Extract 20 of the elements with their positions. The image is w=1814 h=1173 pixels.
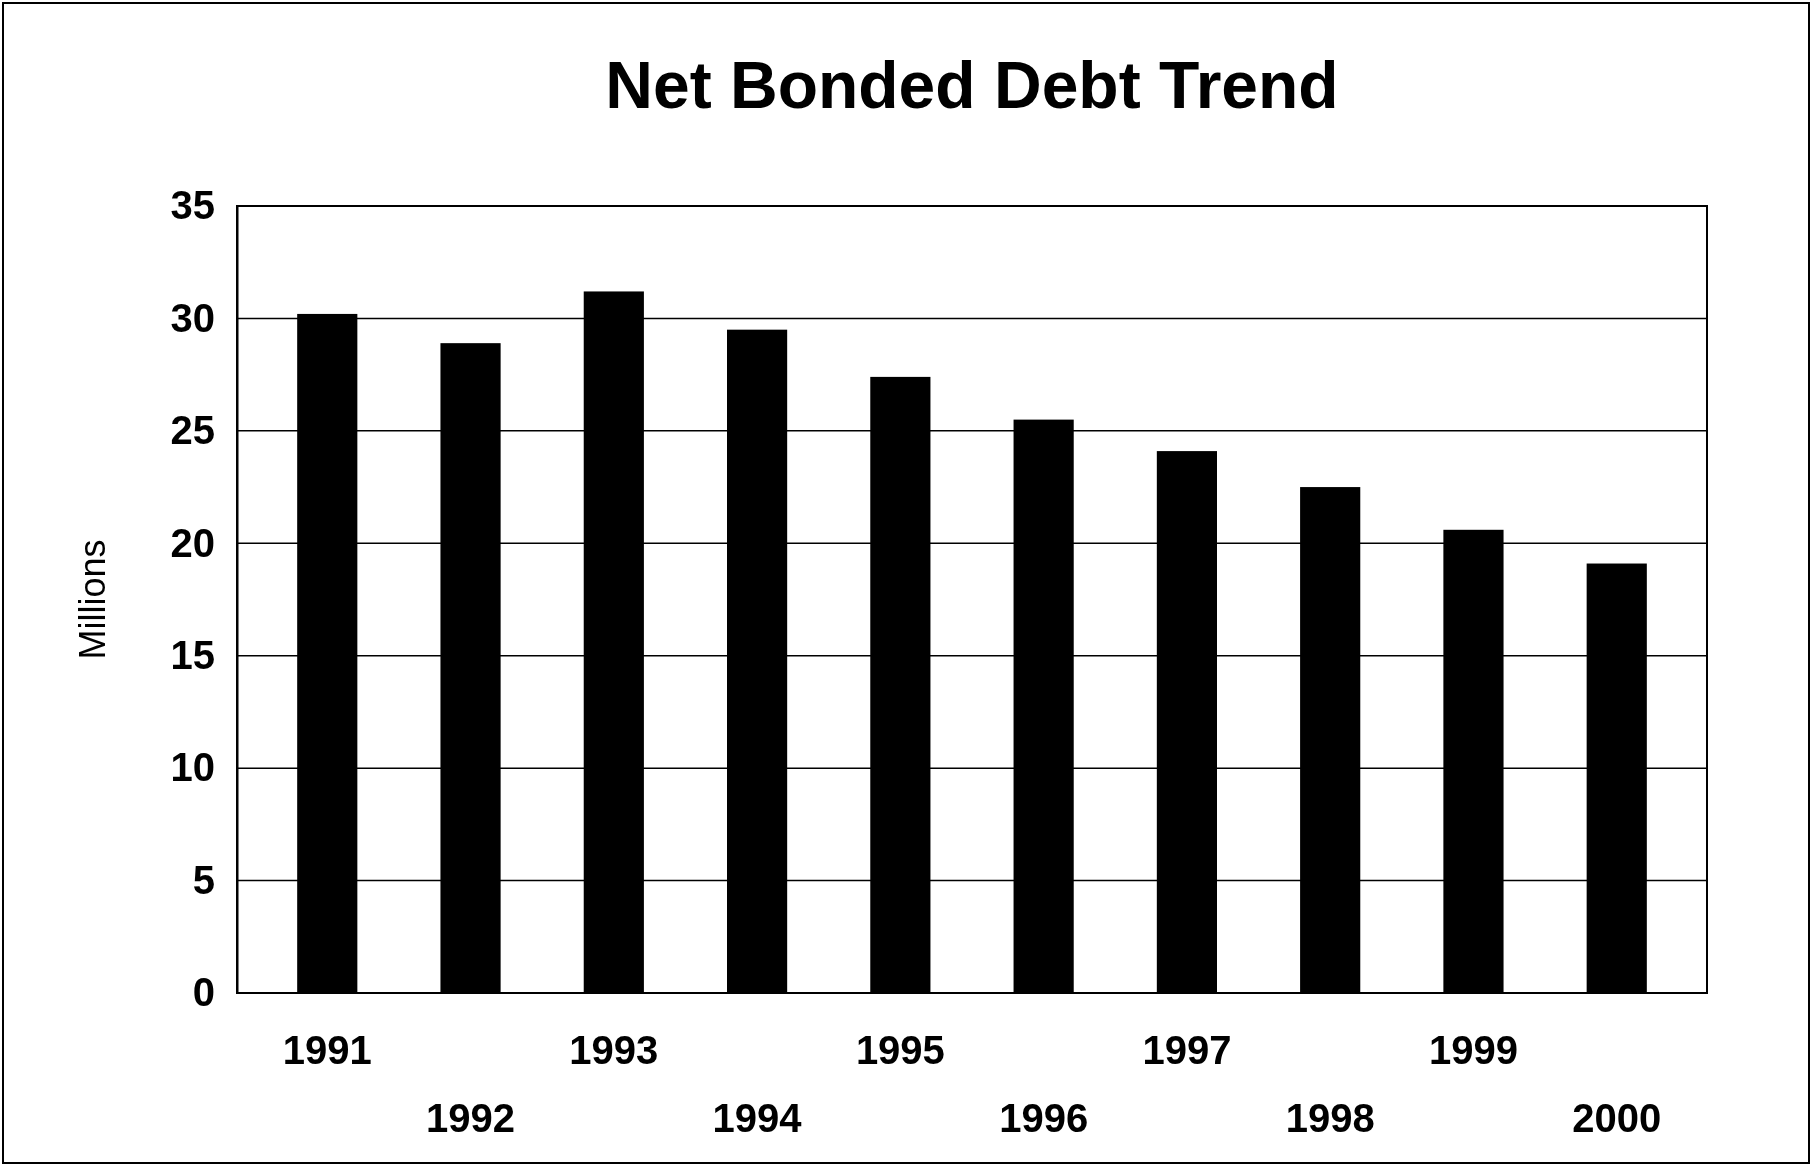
x-tick-label: 1996 (999, 1096, 1089, 1140)
y-tick-label: 30 (170, 295, 215, 340)
y-tick-label: 20 (170, 520, 215, 565)
x-tick-label: 1993 (569, 1028, 659, 1072)
x-tick-label: 1995 (855, 1028, 945, 1072)
x-tick-label: 1991 (282, 1028, 372, 1072)
y-tick-label: 25 (170, 408, 215, 453)
y-tick-label: 35 (170, 183, 215, 228)
y-tick-label: 5 (192, 857, 215, 902)
y-tick-label: 10 (170, 745, 215, 790)
y-tick-label: 15 (170, 633, 215, 678)
chart-title: Net Bonded Debt Trend (605, 48, 1339, 122)
x-tick-label: 2000 (1572, 1096, 1662, 1140)
x-tick-label: 1999 (1428, 1028, 1518, 1072)
y-axis-title: Millions (72, 539, 113, 660)
y-tick-label: 0 (192, 970, 215, 1015)
x-tick-label: 1998 (1285, 1096, 1375, 1140)
x-tick-label: 1994 (712, 1096, 803, 1140)
x-tick-label: 1992 (426, 1096, 516, 1140)
x-tick-label: 1997 (1142, 1028, 1232, 1072)
